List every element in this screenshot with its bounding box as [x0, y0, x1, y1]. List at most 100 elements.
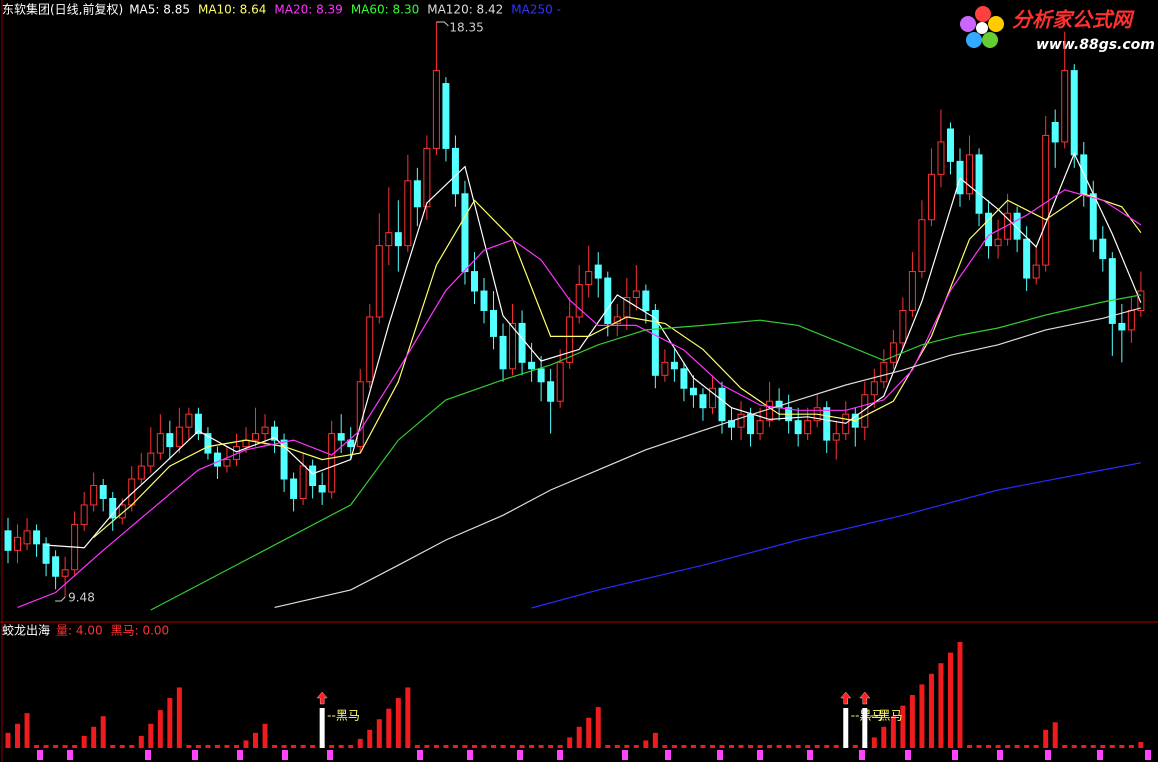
signal-label: --黑马: [327, 709, 360, 723]
bar: [81, 735, 87, 748]
bar: [1109, 744, 1115, 748]
marker-square: [67, 750, 73, 760]
bar: [795, 744, 801, 748]
bar: [928, 673, 934, 748]
candle-body: [4, 530, 12, 551]
candle-body: [651, 309, 659, 376]
marker-square: [417, 750, 423, 760]
bar: [329, 744, 335, 748]
marker-square: [665, 750, 671, 760]
legend-item: MA250 -: [511, 3, 561, 17]
bar: [34, 744, 40, 748]
bar: [405, 687, 411, 748]
candle-body: [899, 309, 907, 344]
legend-item: MA20: 8.39: [274, 3, 342, 17]
bar: [195, 744, 201, 748]
candle-body: [680, 368, 688, 389]
bar: [357, 738, 363, 748]
marker-square: [622, 750, 628, 760]
candle-body: [109, 497, 117, 519]
legend-item: MA60: 8.30: [351, 3, 419, 17]
bar: [253, 732, 259, 748]
bar: [967, 744, 973, 748]
bar: [1128, 744, 1134, 748]
bar: [91, 726, 97, 748]
candle-body: [661, 361, 669, 376]
bar: [510, 744, 516, 748]
marker-square: [192, 750, 198, 760]
bar: [176, 687, 182, 748]
bar: [281, 744, 287, 748]
candle-body: [1089, 193, 1097, 240]
bar: [557, 744, 563, 748]
bar: [662, 744, 668, 748]
bar: [786, 744, 792, 748]
bar: [652, 732, 658, 748]
bar: [376, 719, 382, 748]
candle-body: [299, 465, 307, 499]
annotation-low: 9.48: [68, 591, 95, 605]
signal-arrow: [316, 691, 328, 705]
candle-body: [194, 413, 202, 435]
bar: [871, 737, 877, 748]
bar: [957, 642, 963, 748]
bar: [1138, 741, 1144, 748]
candle-body: [404, 180, 412, 247]
bar: [386, 708, 392, 748]
candle-body: [213, 452, 221, 467]
bar: [1033, 744, 1039, 748]
bar: [738, 744, 744, 748]
bar: [595, 707, 601, 748]
bar: [272, 744, 278, 748]
candle-body: [937, 141, 945, 175]
signal-arrow: [859, 691, 871, 705]
bar: [824, 744, 830, 748]
chart-title: 东软集团(日线,前复权): [2, 2, 123, 17]
candle-body: [61, 569, 69, 577]
candle-body: [509, 322, 517, 370]
candle-body: [442, 83, 450, 149]
candle-body: [880, 361, 888, 383]
bar: [1119, 744, 1125, 748]
indicator-title: 蛟龙出海: [2, 623, 50, 638]
candle-body: [594, 264, 602, 279]
bar: [576, 726, 582, 748]
marker-square: [145, 750, 151, 760]
logo-petal: [988, 16, 1004, 32]
candle-body: [756, 420, 764, 435]
bar: [148, 723, 154, 748]
candle-body: [118, 504, 126, 519]
bar: [424, 744, 430, 748]
marker-square: [467, 750, 473, 760]
bar: [291, 744, 297, 748]
bar: [491, 744, 497, 748]
candle-body: [204, 433, 212, 454]
candle-body: [175, 426, 183, 448]
candle-body: [699, 394, 707, 409]
bar: [395, 698, 401, 748]
candle-body: [718, 387, 726, 422]
candle-body: [252, 433, 260, 441]
bar: [1052, 722, 1058, 748]
bar: [186, 744, 192, 748]
candle-body: [394, 232, 402, 247]
candle-body: [490, 309, 498, 337]
ma-line: [17, 189, 1142, 608]
candle-body: [432, 70, 440, 149]
legend-item: MA120: 8.42: [427, 3, 503, 17]
candle-body: [794, 420, 802, 435]
candle-body: [90, 485, 98, 506]
bar: [729, 744, 735, 748]
candle-body: [889, 342, 897, 363]
bar: [224, 744, 230, 748]
signal-label: --黑马: [870, 709, 903, 723]
bar: [433, 744, 439, 748]
bar: [938, 663, 944, 748]
bar: [767, 744, 773, 748]
bar: [748, 744, 754, 748]
candle-body: [261, 426, 269, 435]
candle-body: [318, 485, 326, 493]
bar: [690, 744, 696, 748]
candle-body: [870, 381, 878, 396]
bar: [805, 744, 811, 748]
